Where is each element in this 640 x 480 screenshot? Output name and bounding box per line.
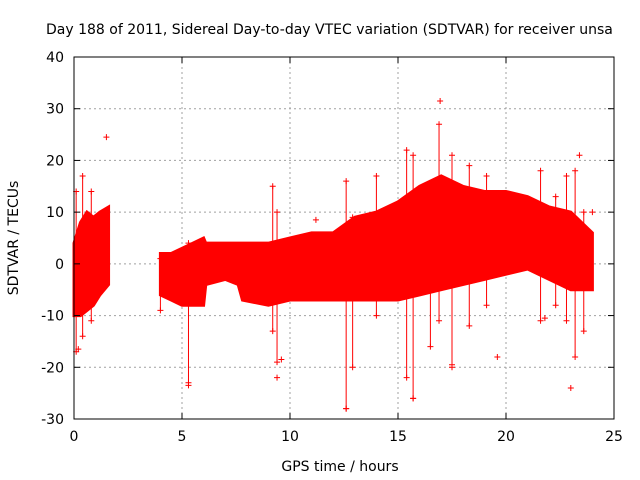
outlier-point	[410, 395, 417, 402]
spike-point	[449, 152, 455, 159]
outlier-point	[576, 152, 583, 159]
spike-point	[349, 364, 356, 371]
spike-point	[563, 172, 570, 179]
spike-point	[157, 255, 164, 262]
outlier-point	[75, 346, 82, 353]
spike-point	[436, 121, 443, 128]
outlier-point	[541, 315, 548, 322]
outlier-point	[343, 405, 350, 412]
plot-frame	[73, 56, 615, 420]
spike-point	[552, 302, 559, 309]
x-tick-label: 5	[178, 429, 187, 445]
y-tick-label: -30	[41, 412, 64, 428]
outlier-point	[437, 97, 444, 104]
y-tick-label: 30	[46, 102, 64, 118]
outlier-point	[589, 209, 596, 216]
outlier-point	[509, 245, 516, 252]
spike-point	[403, 374, 410, 381]
outlier-point	[567, 384, 574, 391]
spike-point	[88, 188, 95, 195]
y-tick-label: 0	[55, 257, 64, 273]
x-tick-label: 20	[497, 429, 515, 445]
spike-point	[157, 307, 164, 314]
spike-point	[537, 167, 544, 174]
spike-point	[483, 302, 490, 309]
spike-point	[436, 317, 443, 324]
outlier-point	[494, 353, 501, 360]
spike-point	[466, 162, 473, 169]
outlier-point	[185, 382, 192, 389]
y-axis-label: SDTVAR / TECUs	[6, 181, 22, 296]
x-tick-label: 15	[389, 429, 407, 445]
spike-point	[269, 183, 276, 190]
spike-point	[466, 322, 473, 329]
spike-point	[269, 328, 276, 335]
spike-point	[563, 317, 570, 324]
spike-point	[274, 359, 281, 366]
spike-point	[274, 209, 281, 216]
y-tick-label: -20	[41, 360, 64, 376]
x-tick-label: 0	[70, 429, 79, 445]
spike-point	[88, 317, 95, 324]
outlier-point	[312, 216, 319, 223]
y-tick-label: 40	[46, 50, 64, 66]
outlier-point	[103, 134, 110, 141]
x-axis-label: GPS time / hours	[281, 459, 398, 475]
spike-point	[373, 172, 380, 179]
y-tick-label: 20	[46, 153, 64, 169]
spike-point	[185, 240, 192, 247]
spike-point	[552, 193, 559, 200]
y-tick-label: 10	[46, 205, 64, 221]
spike-point	[572, 167, 579, 174]
spike-point	[427, 188, 434, 195]
spike-point	[403, 147, 410, 154]
spike-point	[537, 317, 544, 324]
x-tick-label: 10	[281, 429, 299, 445]
spike-point	[343, 178, 350, 185]
spike-point	[349, 214, 356, 221]
spike-point	[483, 172, 490, 179]
spike-point	[580, 209, 587, 216]
spike-point	[580, 328, 587, 335]
spike-point	[410, 152, 417, 159]
spike-point	[79, 172, 86, 179]
outlier-point	[449, 361, 455, 368]
spike-point	[373, 312, 380, 319]
outlier-point	[274, 374, 281, 381]
x-tick-label: 25	[605, 429, 623, 445]
chart-title: Day 188 of 2011, Sidereal Day-to-day VTE…	[46, 22, 613, 38]
outlier-point	[278, 356, 285, 363]
spike-point	[572, 353, 579, 360]
axes: 0 5 10 15 20 25 -30 -20 -10 0 10 20 30 40	[41, 50, 623, 445]
data-layer	[72, 97, 596, 412]
spike-point	[427, 343, 434, 350]
spike-point	[79, 333, 86, 340]
y-tick-label: -10	[41, 309, 64, 325]
